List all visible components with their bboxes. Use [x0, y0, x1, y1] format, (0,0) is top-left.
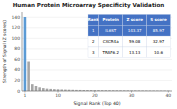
bar	[49, 89, 52, 91]
table-cell	[123, 36, 147, 47]
grid-line	[22, 80, 172, 81]
y-axis	[22, 12, 23, 91]
x-axis	[22, 91, 172, 92]
table-text: TRAF6.2	[101, 50, 119, 55]
table-text: CXCR4a	[103, 39, 119, 44]
bar	[38, 87, 41, 91]
table-text: 1	[92, 28, 95, 33]
chart: 0 20 40 60 80 100 120 140 1 10 20 30 40 Human Protein…	[0, 0, 177, 109]
bar	[46, 89, 49, 91]
table-text: 32.97	[153, 39, 165, 44]
table-text: IL6ST	[105, 28, 116, 33]
table-text: 85.97	[153, 28, 165, 33]
x-tick-label: 40	[165, 93, 171, 98]
x-tick-label: 20	[92, 93, 98, 98]
table-cell	[99, 25, 123, 36]
table-cell	[99, 47, 123, 58]
table-cell	[123, 25, 147, 36]
table-text: 10.6	[154, 50, 163, 55]
table-text: 2	[92, 39, 95, 44]
x-tick-label: 30	[129, 93, 135, 98]
table-text: 143.37	[128, 28, 142, 33]
title: Human Protein Microarray Specificity Val…	[13, 2, 165, 9]
table-cell	[147, 36, 171, 47]
table-cell	[147, 25, 171, 36]
y-tick-label: 80	[14, 46, 20, 51]
bars	[24, 17, 170, 91]
table-cell	[147, 14, 171, 25]
bar	[35, 86, 38, 91]
table-cell	[88, 36, 99, 47]
y-tick-label: 100	[11, 36, 20, 41]
grid-line	[22, 59, 172, 60]
table-cell	[88, 14, 99, 25]
table-cell	[99, 36, 123, 47]
x-tick-label: 10	[55, 93, 61, 98]
table-header: Rank	[88, 17, 100, 22]
bar	[31, 84, 34, 91]
bar	[24, 17, 27, 91]
table-text: 59.08	[129, 39, 141, 44]
table-text: 3	[92, 50, 95, 55]
y-tick-label: 40	[14, 67, 20, 72]
bar	[27, 62, 30, 91]
bar	[42, 88, 45, 91]
table-text: 13.13	[129, 50, 141, 55]
table: RankProtein Z score S score 1 IL6ST 143.37 85.…	[88, 14, 171, 57]
x-tick-label: 1	[24, 93, 27, 98]
table-header: S score	[150, 17, 167, 22]
y-axis-label: Strength of Signal (Z scores)	[2, 20, 7, 83]
y-tick-label: 60	[14, 57, 20, 62]
table-cell	[147, 47, 171, 58]
y-tick-label: 140	[11, 15, 20, 20]
table-cell	[123, 47, 147, 58]
y-tick-label: 0	[17, 89, 20, 94]
x-axis-label: Signal Rank (Top 40)	[73, 101, 120, 106]
table-header: Z score	[126, 17, 143, 22]
table-cell	[88, 25, 99, 36]
table-cell	[123, 14, 147, 25]
grid-line	[22, 69, 172, 70]
table-header: Protein	[102, 17, 119, 22]
y-tick-label: 20	[14, 78, 20, 83]
table-cell	[88, 47, 99, 58]
table-cell	[99, 14, 123, 25]
y-tick-label: 120	[11, 25, 20, 30]
